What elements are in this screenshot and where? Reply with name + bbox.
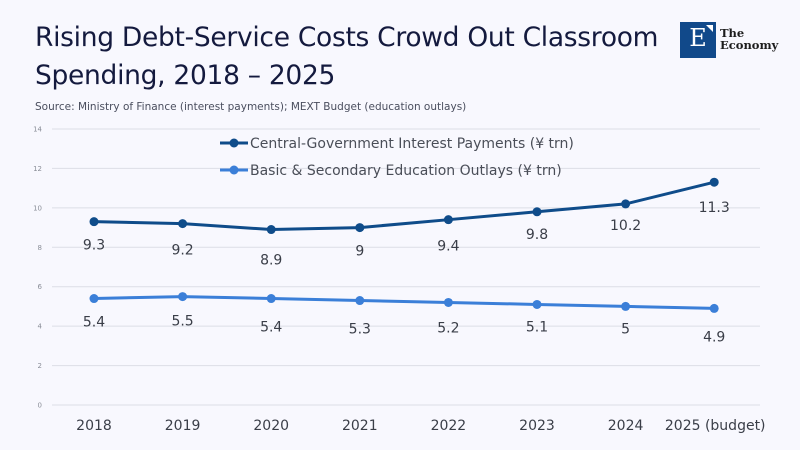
x-tick-label: 2022 — [431, 418, 467, 434]
x-tick-label: 2024 — [608, 418, 644, 434]
legend-item-interest-payments: Central-Government Interest Payments (¥ … — [220, 136, 574, 152]
data-point — [89, 217, 99, 227]
data-point — [532, 299, 542, 309]
data-label: 9.2 — [171, 243, 193, 259]
series-education-outlays: 5.4 5.5 5.4 5.3 5.2 5.1 5 4.9 — [83, 292, 725, 345]
data-label: 5.1 — [526, 319, 548, 335]
legend-label: Central-Government Interest Payments (¥ … — [250, 136, 574, 152]
chart-title: Rising Debt-Service Costs Crowd Out Clas… — [35, 22, 659, 91]
data-label: 10.2 — [610, 218, 641, 234]
logo-badge: E — [680, 22, 716, 58]
x-tick-label: 2023 — [519, 418, 555, 434]
data-point — [178, 219, 188, 229]
data-point — [355, 296, 365, 306]
series-group: 9.3 9.28.99 9.49.810.211.35.4 5.5 5.4 5.3 5.2 5… — [83, 177, 730, 345]
x-tick-label: 2019 — [165, 418, 201, 434]
data-point — [266, 294, 276, 304]
y-tick-label: 12 — [33, 165, 42, 173]
source-note: Source: Ministry of Finance (interest pa… — [35, 101, 467, 113]
data-point — [178, 292, 188, 302]
legend-item-education-outlays: Basic & Secondary Education Outlays (¥ t… — [220, 163, 562, 179]
x-axis-ticks: 2018 2019 2020 2021 2022 2023 2024 2025 (budget… — [76, 418, 765, 434]
logo-letter: E — [689, 24, 707, 52]
data-label: 8.9 — [260, 253, 282, 269]
y-tick-label: 4 — [38, 323, 43, 331]
data-point — [443, 215, 453, 225]
x-tick-label: 2018 — [76, 418, 112, 434]
y-tick-label: 8 — [38, 244, 42, 252]
data-point — [443, 297, 453, 307]
series-interest-payments: 9.3 9.2 8.9 9 9.4 9.8 10.2 11.3 — [83, 177, 730, 269]
x-tick-label: 2020 — [253, 418, 289, 434]
data-label: 9 — [355, 244, 364, 260]
data-point — [621, 301, 631, 311]
x-tick-label: 2021 — [342, 418, 378, 434]
y-axis-ticks: 0 2 4 6 8 10 12 14 — [33, 126, 42, 410]
data-point — [621, 199, 631, 209]
data-point — [89, 294, 99, 304]
y-tick-label: 2 — [38, 362, 42, 370]
series-line — [93, 295, 715, 310]
y-tick-label: 10 — [33, 204, 42, 212]
data-label: 4.9 — [703, 329, 725, 345]
legend: Central-Government Interest Payments (¥ … — [220, 136, 574, 179]
y-tick-label: 14 — [33, 126, 42, 134]
data-label: 5.4 — [83, 315, 105, 331]
y-tick-label: 0 — [38, 402, 42, 410]
data-point — [266, 225, 276, 235]
data-label: 5.4 — [260, 320, 282, 336]
data-label: 9.8 — [526, 227, 548, 243]
series-line — [93, 180, 715, 232]
data-label: 9.3 — [83, 238, 105, 254]
gridlines — [52, 128, 760, 406]
data-label: 5.2 — [437, 320, 459, 336]
data-point — [709, 303, 719, 313]
data-point — [532, 207, 542, 217]
logo-line-2: Economy — [720, 38, 779, 52]
x-tick-label: 2025 (budget) — [665, 418, 766, 434]
legend-swatch-marker — [229, 138, 239, 148]
data-label: 5.3 — [349, 322, 371, 338]
logo-corner-mark — [706, 25, 713, 32]
logo-wordmark: The Economy — [720, 27, 778, 51]
legend-label: Basic & Secondary Education Outlays (¥ t… — [250, 163, 562, 179]
logo-line-1: The — [720, 26, 745, 40]
data-label: 9.4 — [437, 239, 459, 255]
y-tick-label: 6 — [38, 283, 43, 291]
data-point — [709, 177, 719, 187]
legend-swatch-marker — [229, 165, 239, 175]
data-label: 5 — [621, 321, 630, 337]
data-label: 5.5 — [171, 314, 193, 330]
data-point — [355, 223, 365, 233]
data-label: 11.3 — [699, 200, 730, 216]
